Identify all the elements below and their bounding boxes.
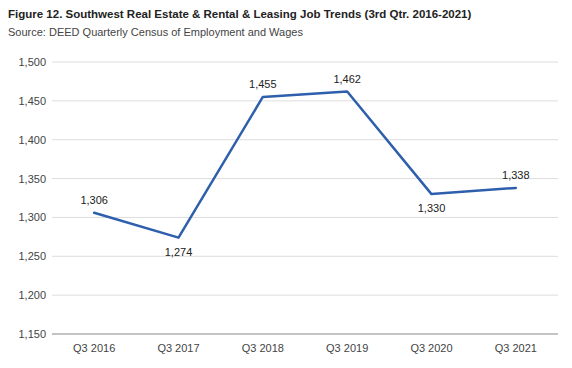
data-label: 1,274 xyxy=(165,246,193,258)
data-label: 1,338 xyxy=(502,169,530,181)
chart-container: Figure 12. Southwest Real Estate & Renta… xyxy=(0,0,572,368)
x-tick-label: Q3 2021 xyxy=(495,342,537,354)
data-label: 1,330 xyxy=(418,202,446,214)
y-tick-label: 1,300 xyxy=(18,211,46,223)
grid-line xyxy=(52,139,558,140)
y-tick-label: 1,350 xyxy=(18,173,46,185)
y-tick-label: 1,400 xyxy=(18,134,46,146)
data-label: 1,306 xyxy=(80,194,108,206)
grid xyxy=(52,62,558,334)
subtitle: Source: DEED Quarterly Census of Employm… xyxy=(8,26,303,38)
x-tick-label: Q3 2018 xyxy=(242,342,284,354)
data-label: 1,462 xyxy=(333,73,361,85)
x-tick-label: Q3 2017 xyxy=(157,342,199,354)
y-tick-label: 1,150 xyxy=(18,328,46,340)
grid-line xyxy=(52,256,558,257)
y-tick-label: 1,250 xyxy=(18,250,46,262)
grid-line xyxy=(52,334,558,335)
data-label: 1,455 xyxy=(249,78,277,90)
grid-line xyxy=(52,62,558,63)
x-tick-label: Q3 2020 xyxy=(410,342,452,354)
page: {"chart_data": {"type": "line", "title":… xyxy=(0,0,572,368)
plot-area xyxy=(94,92,516,238)
x-axis: Q3 2016 Q3 2017 Q3 2018 Q3 2019 Q3 2020 Q3 20… xyxy=(73,342,537,354)
grid-line xyxy=(52,295,558,296)
x-axis-line xyxy=(52,334,558,335)
grid-line xyxy=(52,217,558,218)
x-tick-label: Q3 2019 xyxy=(326,342,368,354)
y-tick-label: 1,500 xyxy=(18,56,46,68)
grid-line xyxy=(52,178,558,179)
grid-line xyxy=(52,100,558,101)
y-tick-label: 1,450 xyxy=(18,95,46,107)
data-labels: 1,306 1,274 1,455 1,462 1,330 1,338 xyxy=(80,73,529,258)
title: Figure 12. Southwest Real Estate & Renta… xyxy=(8,8,472,20)
line xyxy=(94,92,516,238)
x-tick-label: Q3 2016 xyxy=(73,342,115,354)
y-tick-label: 1,200 xyxy=(18,289,46,301)
y-axis: 1,150 1,200 1,250 1,300 1,350 1,400 1,450 1,500 xyxy=(18,56,46,340)
chart-svg: Figure 12. Southwest Real Estate & Renta… xyxy=(0,0,572,368)
